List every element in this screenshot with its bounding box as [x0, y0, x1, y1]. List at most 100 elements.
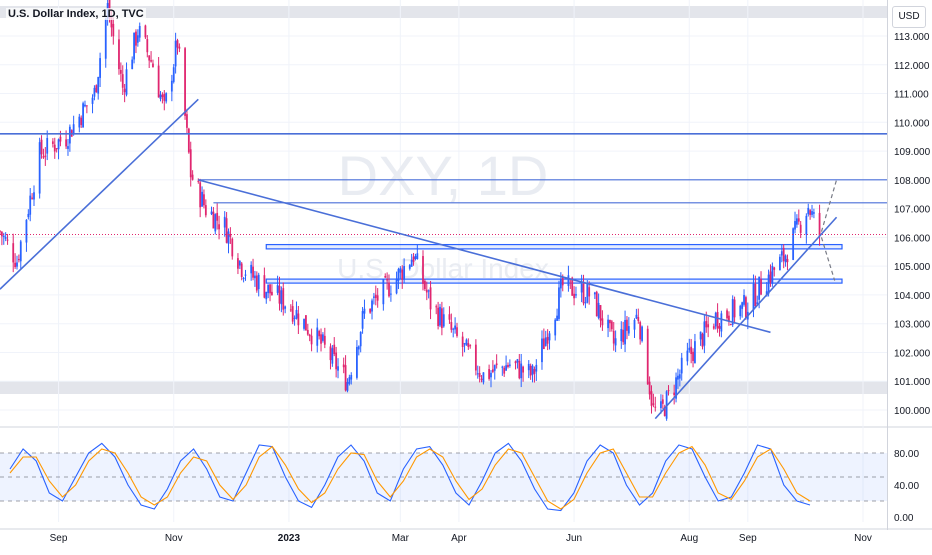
candle-body — [57, 139, 60, 150]
candle-body — [469, 345, 472, 347]
candle-body — [191, 174, 194, 180]
candle-body — [675, 377, 677, 399]
candle-body — [654, 406, 657, 408]
candle-body — [680, 357, 683, 374]
candle-body — [40, 139, 43, 155]
support-zone — [265, 243, 843, 250]
currency-button[interactable]: USD — [892, 6, 926, 28]
candle-body — [237, 258, 239, 269]
candle-body — [187, 128, 190, 153]
candle-body — [720, 313, 723, 332]
stochastic-k-line — [9, 442, 811, 512]
candle-body — [703, 321, 706, 346]
candle-body — [29, 195, 32, 215]
candle-body — [601, 318, 604, 326]
candle-body — [726, 310, 728, 319]
candle-body — [809, 210, 812, 215]
candle-body — [813, 212, 815, 214]
candle-body — [199, 182, 202, 208]
candle-body — [397, 269, 400, 281]
trendline — [0, 98, 199, 290]
candle-body — [123, 88, 126, 93]
candle-body — [242, 277, 245, 279]
candle-body — [161, 94, 164, 98]
candle-body — [229, 234, 232, 237]
drawing-tools[interactable] — [0, 98, 887, 420]
price-tick-label: 104.000 — [894, 291, 931, 302]
symbol-title[interactable]: U.S. Dollar Index, 1D, TVC — [6, 8, 146, 20]
candle-body — [310, 335, 313, 345]
candle-body — [201, 191, 203, 207]
candle-body — [225, 218, 228, 243]
candle-body — [773, 267, 776, 270]
candle-body — [95, 85, 98, 93]
candle-body — [718, 326, 721, 329]
candle-body — [707, 324, 710, 328]
candle-body — [531, 365, 534, 375]
candle-body — [452, 328, 455, 330]
candle-body — [491, 369, 494, 372]
candle-body — [44, 155, 47, 157]
watermark: DXY, 1D U.S. Dollar Index — [337, 144, 549, 284]
candle-body — [556, 315, 558, 321]
candle-body — [359, 331, 362, 347]
time-tick-label: Nov — [854, 533, 872, 544]
candle-body — [794, 221, 796, 230]
time-tick-label: Apr — [451, 533, 467, 544]
candle-body — [507, 364, 509, 367]
candle-body — [267, 284, 270, 294]
candle-body — [184, 48, 186, 116]
candle-body — [546, 336, 549, 344]
candle-body — [356, 347, 358, 378]
candle-body — [390, 293, 392, 295]
candle-body — [661, 399, 664, 404]
candle-body — [425, 289, 428, 293]
candle-body — [784, 255, 787, 263]
candle-body — [503, 367, 506, 374]
candle-body — [756, 302, 759, 305]
candle-body — [112, 23, 115, 37]
candle-body — [4, 237, 7, 239]
candle-body — [121, 74, 124, 88]
candle-body — [376, 295, 379, 301]
candle-body — [508, 364, 511, 366]
candle-body — [244, 274, 247, 276]
candle-body — [786, 258, 789, 263]
candle-body — [439, 306, 441, 326]
candle-body — [16, 262, 18, 267]
candle-body — [754, 283, 757, 307]
candle-body — [733, 299, 736, 318]
candle-body — [412, 256, 415, 262]
price-axis[interactable]: 113.000 112.000 111.000 110.000 109.000 108.0… — [894, 32, 931, 417]
candle-body — [227, 231, 230, 244]
candle-body — [284, 306, 287, 309]
candle-body — [610, 321, 613, 330]
candle-body — [363, 308, 366, 314]
candle-body — [135, 31, 137, 46]
candle-body — [437, 307, 440, 327]
candle-body — [78, 116, 81, 128]
stochastic-axis[interactable]: 80.00 40.00 0.00 — [894, 449, 919, 524]
candle-body — [701, 333, 704, 347]
candle-body — [6, 239, 9, 241]
candle-body — [516, 359, 519, 363]
candle-body — [399, 268, 402, 273]
candle-body — [55, 148, 58, 150]
candle-body — [699, 331, 702, 340]
candle-body — [255, 275, 258, 291]
projection-arrow — [820, 237, 836, 281]
time-axis[interactable]: Sep Nov 2023 Mar Apr Jun Aug Sep Nov — [50, 533, 872, 544]
price-tick-label: 111.000 — [894, 90, 929, 101]
candle-body — [474, 344, 477, 371]
candle-body — [544, 337, 547, 346]
candle-body — [170, 80, 173, 92]
candle-body — [293, 317, 296, 319]
candle-body — [624, 319, 626, 345]
candle-body — [818, 212, 821, 236]
candle-body — [769, 271, 772, 283]
candle-body — [67, 146, 69, 149]
candle-body — [2, 235, 5, 237]
candle-body — [584, 302, 587, 304]
